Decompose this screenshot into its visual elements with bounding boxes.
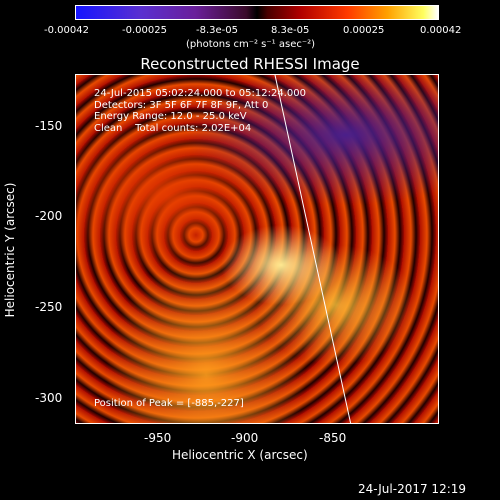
- colorbar-tick: 8.3e-05: [271, 25, 310, 36]
- plot-title: Reconstructed RHESSI Image: [140, 55, 360, 73]
- y-tick-label: -250: [35, 300, 63, 314]
- colorbar: [75, 5, 439, 20]
- solar-image: [75, 74, 439, 424]
- info-line-counts: Clean Total counts: 2.02E+04: [94, 122, 252, 134]
- info-block: 24-Jul-2015 05:02:24.000 to 05:12:24.000…: [94, 88, 306, 134]
- x-axis-label: Heliocentric X (arcsec): [172, 448, 308, 462]
- info-line-energy: Energy Range: 12.0 - 25.0 keV: [94, 111, 247, 122]
- colorbar-tick: 0.00025: [343, 25, 385, 36]
- info-line-detectors: Detectors: 3F 5F 6F 7F 8F 9F, Att 0: [94, 99, 269, 111]
- peak-position-label: Position of Peak = [-885,-227]: [94, 398, 244, 409]
- info-line-time: 24-Jul-2015 05:02:24.000 to 05:12:24.000: [94, 88, 306, 99]
- x-tick-label: -900: [231, 431, 259, 445]
- colorbar-tick: -0.00042: [44, 25, 89, 36]
- x-tick-label: -950: [144, 431, 172, 445]
- y-axis-label: Heliocentric Y (arcsec): [3, 182, 17, 318]
- footer-timestamp: 24-Jul-2017 12:19: [358, 482, 467, 496]
- y-tick-label: -150: [35, 119, 63, 133]
- y-tick-label: -300: [35, 391, 63, 405]
- limb-line: [274, 75, 352, 423]
- colorbar-tick: -8.3e-05: [196, 25, 238, 36]
- colorbar-tick: 0.00042: [420, 25, 462, 36]
- x-tick-label: -850: [319, 431, 347, 445]
- y-tick-label: -200: [35, 209, 63, 223]
- colorbar-tick: -0.00025: [122, 25, 167, 36]
- colorbar-unit-label: (photons cm⁻² s⁻¹ asec⁻²): [186, 39, 316, 50]
